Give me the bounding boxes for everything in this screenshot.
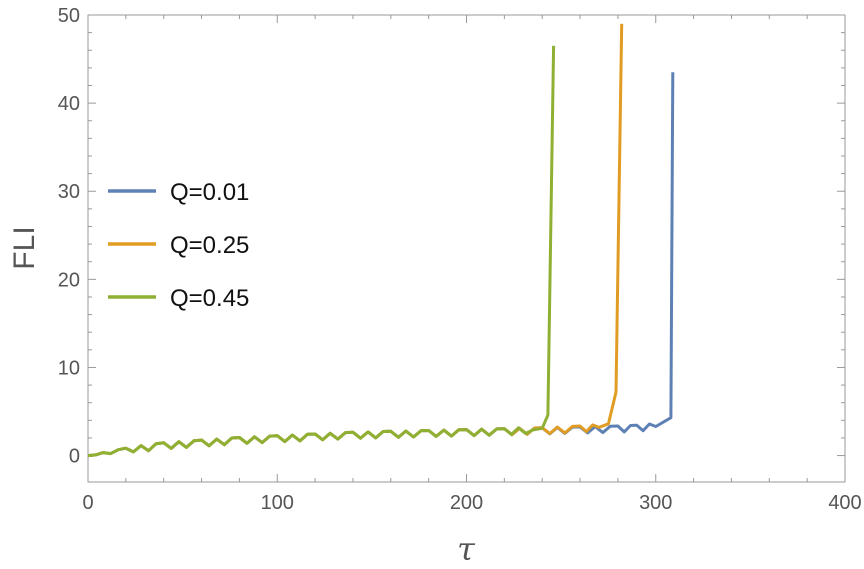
x-tick-label: 0	[82, 492, 93, 514]
series-line	[87, 45, 556, 458]
y-tick-label: 10	[58, 357, 80, 379]
legend-label: Q=0.45	[170, 285, 249, 312]
series-lines	[87, 23, 675, 458]
y-tick-label: 30	[58, 181, 80, 203]
y-tick-label: 0	[69, 446, 80, 468]
x-tick-label: 200	[450, 492, 483, 514]
series-line	[87, 23, 624, 458]
y-tick-label: 40	[58, 93, 80, 115]
x-tick-label: 300	[639, 492, 672, 514]
x-tick-label: 100	[261, 492, 294, 514]
legend-label: Q=0.01	[170, 179, 249, 206]
legend: Q=0.01 Q=0.25 Q=0.45	[108, 179, 249, 312]
y-axis-label: FLI	[8, 226, 41, 269]
y-tick-label: 50	[58, 5, 80, 27]
legend-label: Q=0.25	[170, 232, 249, 259]
series-line	[87, 72, 675, 458]
x-tick-label: 400	[828, 492, 861, 514]
x-axis-label: τ	[457, 530, 476, 568]
axis-ticks: 0 100 200 300 400 0 10 20 30 40 50	[58, 5, 862, 514]
y-tick-label: 20	[58, 269, 80, 291]
